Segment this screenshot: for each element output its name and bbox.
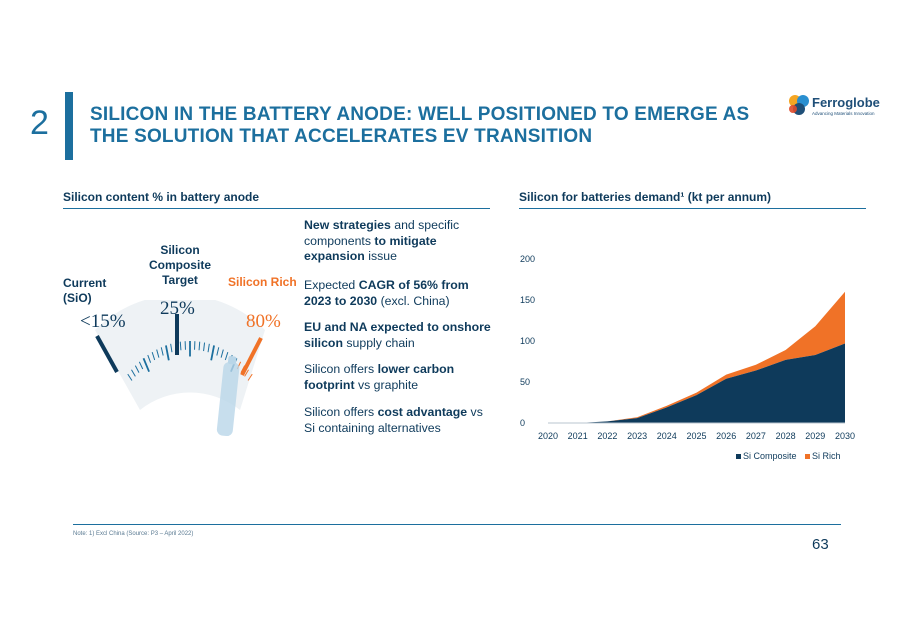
bullet-item: New strategies and specific components t…: [304, 218, 460, 263]
gauge-tick: [220, 349, 224, 358]
gauge-tick: [134, 365, 140, 373]
legend-label-si-composite: Si Composite: [743, 451, 797, 461]
chart-areas: [548, 291, 845, 424]
gauge-tick: [131, 369, 136, 377]
right-heading-divider: [519, 208, 866, 209]
legend-swatch-si-composite: [736, 454, 741, 460]
x-tick-label: 2024: [657, 431, 677, 441]
x-tick-label: 2029: [805, 431, 825, 441]
target-value: 25%: [160, 298, 195, 319]
gauge-tick: [160, 347, 164, 356]
gauge-tick: [156, 349, 160, 358]
gauge-tick: [138, 361, 144, 370]
logo-name: Ferroglobe: [812, 95, 880, 110]
gauge-tick: [244, 369, 249, 377]
gauge-tick: [247, 373, 253, 381]
x-axis-ticks: 2020 2021 2022 2023 2024 2025 2026 2027 2028 2029…: [538, 431, 855, 441]
gauge-tick: [147, 354, 152, 363]
x-tick-label: 2023: [627, 431, 647, 441]
gauge-tick: [151, 351, 156, 361]
bullet-item: Silicon offers cost advantage vs Si cont…: [304, 405, 483, 435]
right-section-heading: Silicon for batteries demand¹ (kt per an…: [519, 190, 772, 204]
rich-value: 80%: [246, 311, 281, 332]
current-value: <15%: [80, 311, 126, 332]
y-tick-label: 200: [520, 254, 535, 264]
gauge-tick: [224, 351, 229, 361]
gauge-tick: [198, 341, 201, 351]
page-title: SILICON IN THE BATTERY ANODE: WELL POSIT…: [90, 104, 750, 147]
legend-label-si-rich: Si Rich: [812, 451, 841, 461]
x-tick-label: 2020: [538, 431, 558, 441]
title-accent-bar: [65, 92, 73, 160]
rich-needle: [240, 337, 263, 376]
x-tick-label: 2030: [835, 431, 855, 441]
series-area-si-composite: [548, 343, 845, 423]
ferroglobe-logo-icon: [789, 95, 809, 115]
silicon-gauge: [95, 300, 265, 437]
battery-icon: [216, 361, 240, 437]
gauge-tick: [216, 347, 220, 356]
gauge-ticks: [127, 341, 253, 381]
gauge-tick: [170, 343, 173, 353]
logo-tagline: Advancing Materials Innovation: [812, 111, 875, 116]
y-axis-ticks: 0 50 100 150 200: [520, 254, 535, 428]
bullet-item: EU and NA expected to onshore silicon su…: [304, 320, 491, 350]
rich-label: Silicon Rich: [228, 275, 297, 289]
y-tick-label: 100: [520, 336, 535, 346]
chart-legend: Si Composite Si Rich: [736, 451, 841, 461]
series-area-si-rich: [548, 291, 845, 423]
current-label: Current (SiO): [63, 276, 107, 305]
footnote: Note: 1) Excl China (Source: P3 – April …: [73, 531, 194, 537]
x-tick-label: 2028: [776, 431, 796, 441]
x-tick-label: 2026: [716, 431, 736, 441]
x-tick-label: 2022: [597, 431, 617, 441]
bullet-item: Silicon offers lower carbon footprint vs…: [304, 362, 455, 392]
gauge-tick: [203, 342, 206, 352]
gauge-tick: [179, 341, 182, 351]
footer-divider: [73, 524, 841, 525]
left-heading-divider: [63, 208, 490, 209]
x-tick-label: 2025: [686, 431, 706, 441]
gauge-tick: [142, 357, 150, 373]
gauge-tick: [207, 343, 210, 353]
target-label: Silicon Composite Target: [148, 243, 211, 287]
gauge-tick: [210, 345, 215, 361]
y-tick-label: 150: [520, 295, 535, 305]
gauge-tick: [127, 373, 133, 381]
section-number: 2: [30, 104, 49, 142]
legend-swatch-si-rich: [805, 454, 811, 460]
bullet-item: Expected CAGR of 56% from 2023 to 2030 (…: [304, 278, 469, 308]
x-tick-label: 2027: [746, 431, 766, 441]
page-number: 63: [812, 536, 829, 553]
x-tick-label: 2021: [568, 431, 588, 441]
left-section-heading: Silicon content % in battery anode: [63, 190, 260, 204]
y-tick-label: 50: [520, 377, 530, 387]
gauge-tick: [165, 345, 170, 361]
battery-terminal: [227, 356, 237, 365]
current-needle: [95, 335, 119, 373]
y-tick-label: 0: [520, 418, 525, 428]
